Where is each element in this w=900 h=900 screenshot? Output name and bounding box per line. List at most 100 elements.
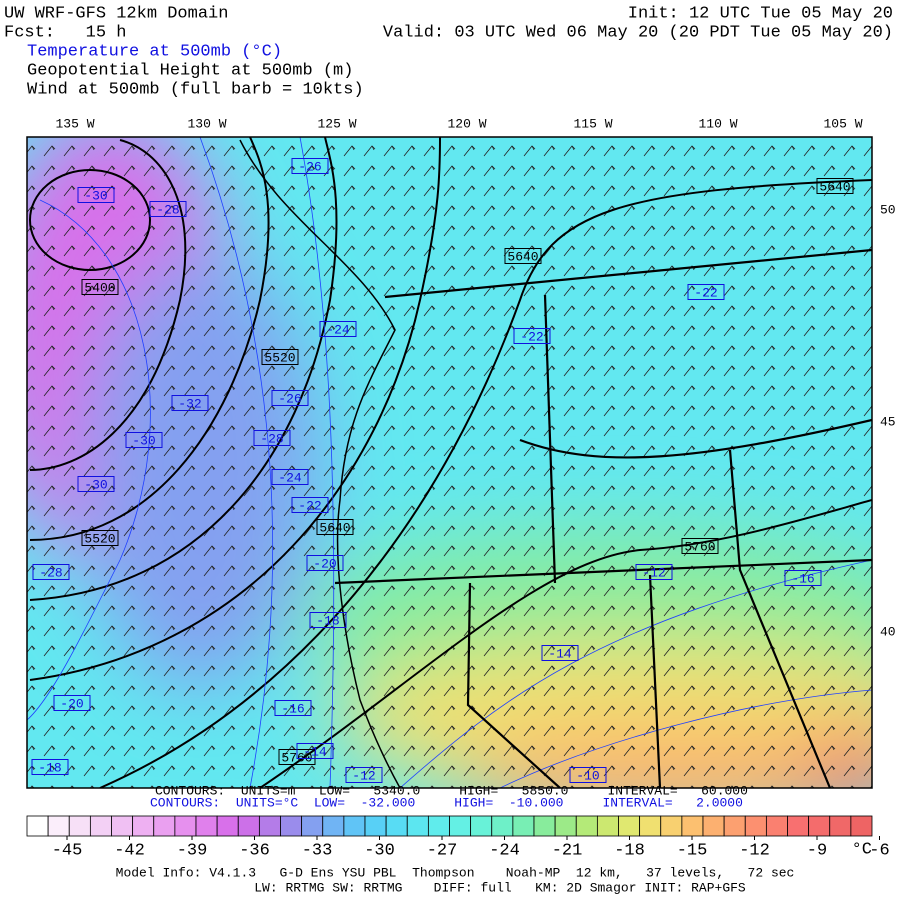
contour-label: -22 [520,329,543,344]
field-label: Wind at 500mb (full barb = 10kts) [27,80,364,99]
colorbar-swatch [449,815,472,837]
colorbar-swatch [491,815,514,837]
contour-label: -14 [548,646,572,661]
contour-label: -22 [694,285,717,300]
colorbar-swatch [470,815,493,837]
contour-label-box [291,158,329,174]
contour-label: 5400 [84,280,115,295]
contour-label: -24 [326,322,350,337]
contour-label: -10 [576,768,599,783]
map-frame [26,136,873,789]
contour-label-box [77,476,115,492]
contour-label-box [569,767,607,783]
forecast-hour: Fcst: 15 h [4,23,126,42]
wind-barbs [27,137,872,788]
contour-label-box [296,743,334,759]
temperature-contours [27,137,872,788]
colorbar-swatch [364,815,387,837]
longitude-label: 115 W [573,116,612,131]
colorbar-swatch [47,815,70,837]
colorbar-swatch [280,815,303,837]
colorbar-tick-label: -30 [364,841,395,860]
colorbar-swatch [723,815,746,837]
contour-label-box [319,321,357,337]
height-contour-info: CONTOURS: UNITS=m LOW= 5340.0 HIGH= 5850… [155,783,748,798]
contour-label: -26 [278,391,301,406]
contour-label-box [31,759,69,775]
colorbar-swatch [596,815,619,837]
colorbar-swatch [301,815,324,837]
colorbar-tick-label: -33 [302,841,333,860]
colorbar-tick-label: -27 [427,841,458,860]
colorbar-tick-label: -21 [552,841,583,860]
colorbar-swatch [174,815,197,837]
contour-label: -20 [60,696,83,711]
contour-label: -24 [278,470,302,485]
temperature-contour-info: CONTOURS: UNITS=°C LOW= -32.000 HIGH= -1… [150,795,743,810]
longitude-label: 120 W [447,116,486,131]
contour-label-box [81,530,119,546]
labels: 54005520552056405640576057605640-30-28-2… [31,158,854,783]
latitude-label: 45 [880,414,896,429]
colorbar-swatch [618,815,641,837]
contour-label: -30 [132,433,155,448]
contour-label-box [309,612,347,628]
contour-label-box [784,570,822,586]
contour-label: 5760 [684,539,715,554]
colorbar-swatch [554,815,577,837]
title: UW WRF-GFS 12km Domain [4,4,228,23]
model-info: LW: RRTMG SW: RRTMG DIFF: full KM: 2D Sm… [254,880,746,895]
contour-label-box [125,432,163,448]
contour-label-box [81,279,119,295]
colorbar-swatch [216,815,239,837]
colorbar-swatch [132,815,155,837]
contour-label: -12 [642,565,665,580]
contour-label-box [504,248,542,264]
contour-label-box [274,700,312,716]
colorbar: -45 -42 -39 -36 -33 -30 -27 -24 -21 -18 -15 -12 -9 -6 [26,815,890,860]
colorbar-swatch [68,815,91,837]
contour-label: -12 [352,768,375,783]
colorbar-swatch [111,815,134,837]
colorbar-swatch [575,815,598,837]
colorbar-swatch [744,815,767,837]
contour-label-box [541,645,579,661]
contour-label-box [316,519,354,535]
colorbar-swatch [153,815,176,837]
field-label: Temperature at 500mb (°C) [27,42,282,61]
colorbar-swatch [343,815,366,837]
contour-label: -22 [298,498,321,513]
contour-label-box [171,395,209,411]
contour-label: 5520 [264,350,295,365]
contour-label-box [32,564,70,580]
contour-label: -26 [298,159,321,174]
contour-label-box [681,538,719,554]
contour-label-box [271,469,309,485]
valid-time: Valid: 03 UTC Wed 06 May 20 (20 PDT Tue … [383,23,893,42]
contour-label: 5520 [84,531,115,546]
colorbar-swatch [406,815,429,837]
longitude-label: 125 W [317,116,356,131]
colorbar-swatch [322,815,345,837]
colorbar-swatch [702,815,725,837]
colorbar-tick-label: -9 [807,841,827,860]
longitude-label: 105 W [823,116,862,131]
colorbar-tick-label: -42 [114,841,145,860]
colorbar-swatch [26,815,49,837]
model-info: Model Info: V4.1.3 G-D Ens YSU PBL Thomp… [116,865,795,880]
colorbar-tick-label: -6 [869,841,889,860]
colorbar-swatch [237,815,260,837]
colorbar-swatch [258,815,281,837]
contour-label-box [635,564,673,580]
colorbar-swatch [829,815,852,837]
contour-label: -28 [39,565,62,580]
colorbar-swatch [681,815,704,837]
contour-label-box [513,328,551,344]
contour-label: -16 [281,701,304,716]
colorbar-swatch [427,815,450,837]
contour-label: -30 [84,188,107,203]
colorbar-swatch [787,815,810,837]
contour-label-box [261,349,299,365]
height-contours [29,137,872,788]
